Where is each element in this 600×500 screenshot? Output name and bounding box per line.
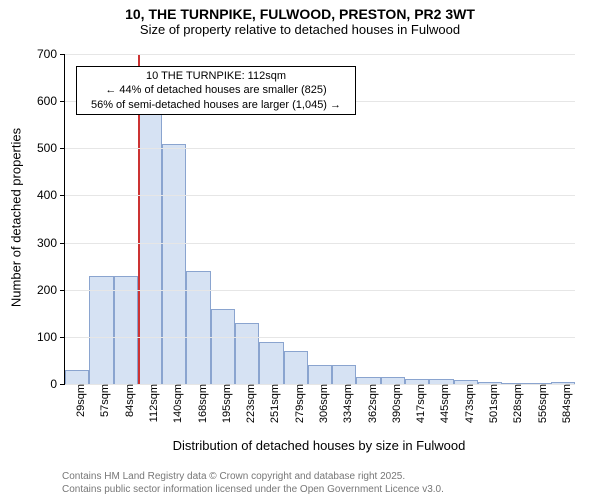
x-tick-label: 251sqm [261, 384, 281, 423]
bar [356, 377, 380, 384]
grid-line [65, 337, 575, 338]
chart-subtitle: Size of property relative to detached ho… [0, 22, 600, 37]
y-tick-label: 400 [37, 188, 65, 202]
x-axis-label: Distribution of detached houses by size … [64, 438, 574, 453]
grid-line [65, 290, 575, 291]
y-tick-label: 0 [50, 377, 65, 391]
y-tick-label: 500 [37, 141, 65, 155]
x-tick-label: 112sqm [140, 384, 160, 422]
bar [381, 377, 405, 384]
chart-title: 10, THE TURNPIKE, FULWOOD, PRESTON, PR2 … [0, 0, 600, 22]
bar [308, 365, 332, 384]
bar [235, 323, 259, 384]
x-tick-label: 140sqm [164, 384, 184, 423]
bar [138, 111, 162, 384]
x-tick-label: 445sqm [431, 384, 451, 423]
x-tick-label: 362sqm [359, 384, 379, 423]
bar [211, 309, 235, 384]
x-tick-label: 473sqm [456, 384, 476, 423]
x-tick-label: 57sqm [91, 384, 111, 417]
y-tick-label: 700 [37, 47, 65, 61]
bar [162, 144, 186, 384]
x-tick-label: 195sqm [213, 384, 233, 423]
x-tick-label: 528sqm [504, 384, 524, 423]
attribution-footer: Contains HM Land Registry data © Crown c… [62, 470, 444, 496]
y-tick-label: 300 [37, 236, 65, 250]
x-tick-label: 390sqm [383, 384, 403, 423]
y-axis-label: Number of detached properties [9, 118, 24, 318]
footer-line-2: Contains public sector information licen… [62, 483, 444, 496]
x-tick-label: 29sqm [67, 384, 87, 417]
x-tick-label: 584sqm [553, 384, 573, 423]
annotation-line-3: 56% of semi-detached houses are larger (… [81, 98, 351, 112]
x-tick-label: 223sqm [237, 384, 257, 423]
footer-line-1: Contains HM Land Registry data © Crown c… [62, 470, 444, 483]
y-tick-label: 100 [37, 330, 65, 344]
x-tick-label: 306sqm [310, 384, 330, 423]
x-tick-label: 84sqm [116, 384, 136, 417]
y-tick-label: 200 [37, 283, 65, 297]
bar [284, 351, 308, 384]
annotation-line-2: ← 44% of detached houses are smaller (82… [81, 83, 351, 97]
bar [65, 370, 89, 384]
x-tick-label: 334sqm [334, 384, 354, 423]
annotation-box: 10 THE TURNPIKE: 112sqm ← 44% of detache… [76, 66, 356, 115]
chart-container: 10, THE TURNPIKE, FULWOOD, PRESTON, PR2 … [0, 0, 600, 500]
x-tick-label: 417sqm [407, 384, 427, 423]
grid-line [65, 195, 575, 196]
grid-line [65, 54, 575, 55]
x-tick-label: 279sqm [286, 384, 306, 423]
x-tick-label: 501sqm [480, 384, 500, 423]
bar [89, 276, 113, 384]
grid-line [65, 243, 575, 244]
x-tick-label: 168sqm [189, 384, 209, 423]
x-tick-label: 556sqm [529, 384, 549, 423]
grid-line [65, 148, 575, 149]
y-tick-label: 600 [37, 94, 65, 108]
bar [259, 342, 283, 384]
bar [332, 365, 356, 384]
annotation-line-1: 10 THE TURNPIKE: 112sqm [81, 69, 351, 83]
bar [114, 276, 138, 384]
bar [186, 271, 210, 384]
